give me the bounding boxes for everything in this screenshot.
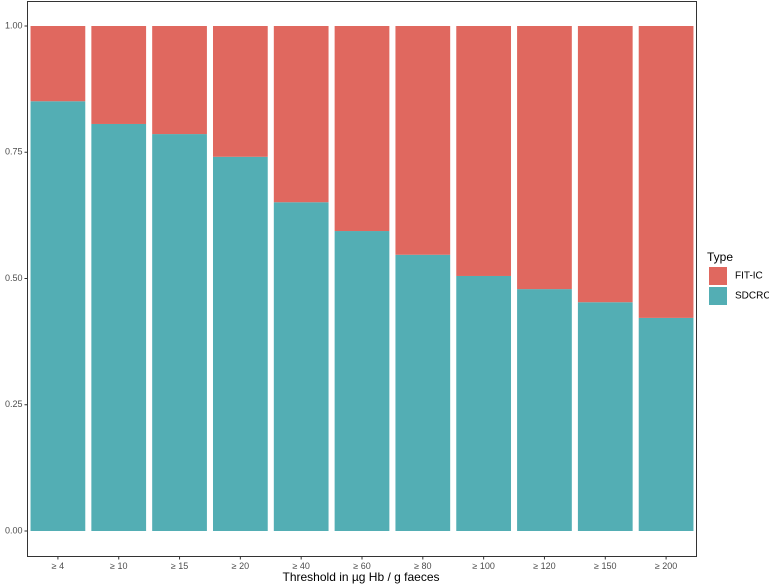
bar-segment xyxy=(91,26,147,124)
bar-segment xyxy=(30,26,86,102)
legend-label: SDCRC xyxy=(735,291,769,302)
bar-segment xyxy=(395,26,451,255)
x-tick-label: ≥ 10 xyxy=(110,561,127,571)
bar-segment xyxy=(456,26,512,276)
bar-segment xyxy=(638,26,694,318)
bar-segment xyxy=(395,254,451,531)
y-tick-label: 0.00 xyxy=(5,525,23,535)
bar-segment xyxy=(517,289,572,531)
x-tick-label: ≥ 150 xyxy=(594,561,616,571)
legend-key xyxy=(709,287,727,305)
x-tick-label: ≥ 80 xyxy=(414,561,431,571)
x-tick-label: ≥ 120 xyxy=(533,561,555,571)
legend-key xyxy=(709,267,727,285)
legend-label: FIT-IC xyxy=(735,271,763,282)
x-tick-label: ≥ 4 xyxy=(52,561,64,571)
bar-segment xyxy=(334,231,390,531)
y-tick-label: 0.75 xyxy=(5,147,23,157)
y-tick-label: 0.50 xyxy=(5,273,23,283)
bar-segment xyxy=(273,26,329,203)
bar-segment xyxy=(638,317,694,531)
bar-segment xyxy=(517,26,572,290)
x-tick-label: ≥ 20 xyxy=(232,561,249,571)
x-axis-title: Threshold in µg Hb / g faeces xyxy=(283,570,440,584)
x-tick-label: ≥ 15 xyxy=(171,561,188,571)
bar-segment xyxy=(91,123,147,531)
bar-segment xyxy=(152,134,207,531)
legend-title: Type xyxy=(707,250,733,264)
x-tick-label: ≥ 60 xyxy=(353,561,370,571)
x-tick-label: ≥ 200 xyxy=(655,561,677,571)
x-tick-label: ≥ 40 xyxy=(292,561,309,571)
x-tick-label: ≥ 100 xyxy=(472,561,494,571)
y-tick-label: 1.00 xyxy=(5,20,23,30)
bar-segment xyxy=(30,101,86,532)
bar-segment xyxy=(273,202,329,531)
bar-segment xyxy=(456,275,512,531)
bar-segment xyxy=(577,26,633,303)
bar-segment xyxy=(212,156,268,532)
bar-segment xyxy=(212,26,268,157)
bar-segment xyxy=(152,26,207,135)
bar-segment xyxy=(334,26,390,232)
bar-segment xyxy=(577,302,633,531)
y-tick-label: 0.25 xyxy=(5,399,23,409)
